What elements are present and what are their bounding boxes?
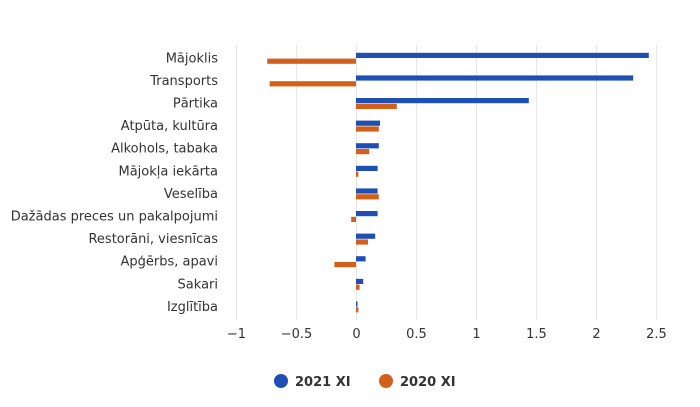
- legend: 2021 XI 2020 XI: [274, 374, 456, 390]
- category-label: Pārtika: [173, 97, 218, 112]
- category-labels: Mājoklis Transports Pārtika Atpūta, kultūra…: [11, 51, 219, 315]
- bar-series-1[interactable]: [356, 278, 364, 284]
- bar-series-2[interactable]: [356, 239, 368, 245]
- x-tick-label: 0.5: [406, 327, 427, 342]
- bar-series-1[interactable]: [356, 75, 634, 81]
- x-axis-tick-labels: −1 −0.5 0 0.5 1 1.5 2 2.5: [227, 327, 667, 342]
- legend-marker-icon: [379, 374, 393, 388]
- x-tick-label: 1.5: [526, 327, 547, 342]
- legend-label: 2020 XI: [400, 375, 456, 390]
- bar-series-1[interactable]: [356, 143, 379, 149]
- legend-item[interactable]: 2021 XI: [274, 374, 351, 390]
- category-label: Transports: [149, 74, 218, 89]
- bar-series-1[interactable]: [356, 301, 358, 307]
- bar-series-1[interactable]: [356, 98, 529, 104]
- legend-marker-icon: [274, 374, 288, 388]
- category-label: Sakari: [178, 277, 218, 292]
- x-tick-label: 0: [352, 327, 360, 342]
- bar-series-2[interactable]: [269, 81, 356, 87]
- bar-series-2[interactable]: [356, 126, 379, 132]
- x-tick-label: 2.5: [646, 327, 667, 342]
- category-label: Izglītība: [167, 300, 218, 315]
- bar-series-1[interactable]: [356, 165, 378, 171]
- bar-series-2[interactable]: [351, 216, 356, 222]
- bar-series-2[interactable]: [267, 58, 356, 64]
- bar-series-2[interactable]: [356, 171, 359, 177]
- category-label: Mājokļa iekārta: [119, 164, 219, 179]
- category-label: Restorāni, viesnīcas: [88, 232, 218, 247]
- legend-item[interactable]: 2020 XI: [379, 374, 456, 390]
- bar-series-1[interactable]: [356, 233, 376, 239]
- bar-series-1[interactable]: [356, 188, 378, 194]
- x-tick-label: −0.5: [281, 327, 313, 342]
- category-label: Atpūta, kultūra: [121, 119, 218, 134]
- legend-label: 2021 XI: [295, 375, 351, 390]
- bar-series-2[interactable]: [356, 103, 397, 109]
- grid-lines: [236, 45, 657, 321]
- x-tick-label: 2: [592, 327, 600, 342]
- bar-series-1[interactable]: [356, 256, 366, 262]
- x-tick-label: 1: [472, 327, 480, 342]
- category-label: Mājoklis: [166, 51, 219, 66]
- category-label: Dažādas preces un pakalpojumi: [11, 210, 218, 225]
- x-tick-label: −1: [227, 327, 246, 342]
- bars: [267, 52, 649, 313]
- bar-series-1[interactable]: [356, 211, 378, 217]
- bar-series-2[interactable]: [334, 262, 356, 268]
- bar-series-2[interactable]: [356, 284, 360, 290]
- category-label: Alkohols, tabaka: [111, 142, 218, 157]
- bar-series-2[interactable]: [356, 149, 370, 155]
- category-label: Apģērbs, apavi: [120, 255, 218, 270]
- category-label: Veselība: [164, 187, 218, 202]
- bar-series-2[interactable]: [356, 307, 359, 313]
- bar-series-1[interactable]: [356, 120, 380, 126]
- bar-series-2[interactable]: [356, 194, 379, 200]
- bar-series-1[interactable]: [356, 52, 649, 58]
